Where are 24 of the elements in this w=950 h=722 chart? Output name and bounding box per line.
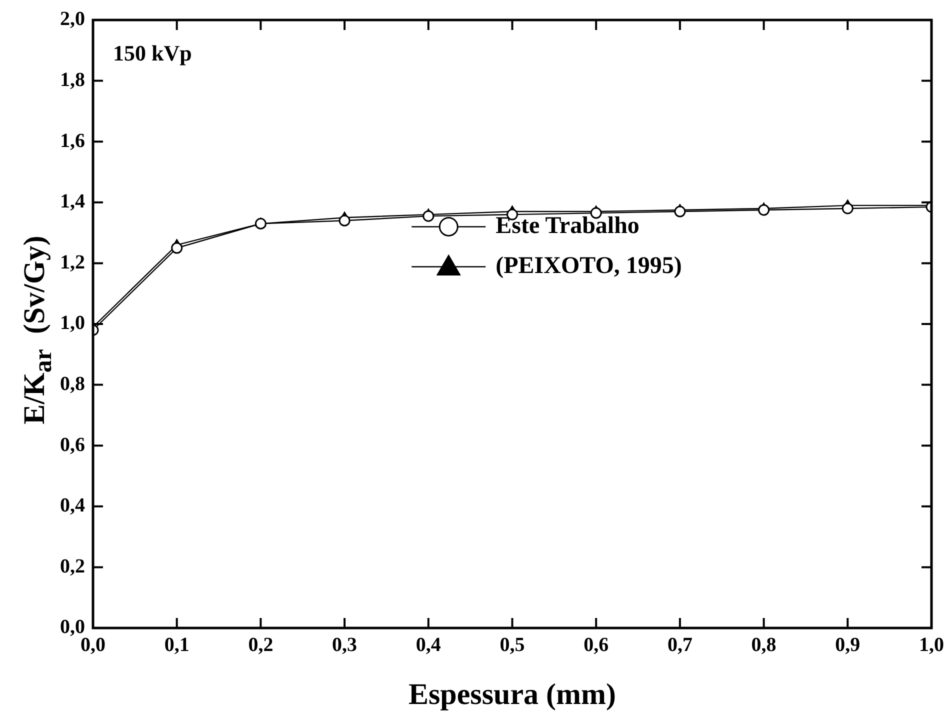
y-tick-label: 1,6 — [60, 130, 85, 152]
y-tick-label: 0,6 — [60, 434, 85, 456]
y-tick-label: 0,4 — [60, 494, 85, 517]
y-tick-label: 0,2 — [60, 555, 85, 578]
y-tick-label: 1,4 — [60, 190, 85, 213]
y-tick-label: 1,8 — [60, 68, 85, 91]
x-tick-label: 0,2 — [248, 634, 274, 656]
y-tick-label: 2,0 — [60, 8, 85, 30]
x-tick-label: 0,4 — [416, 634, 441, 656]
x-tick-label: 1,0 — [919, 634, 944, 656]
y-tick-label: 1,2 — [60, 251, 85, 274]
legend-label: Este Trabalho — [496, 212, 640, 239]
x-tick-label: 0,7 — [667, 634, 692, 656]
y-tick-label: 1,0 — [60, 312, 85, 334]
x-tick-label: 0,9 — [835, 634, 860, 656]
x-tick-label: 0,6 — [584, 634, 609, 656]
x-tick-label: 0,3 — [332, 634, 358, 656]
x-tick-label: 0,5 — [500, 634, 525, 656]
x-tick-label: 0,1 — [164, 634, 190, 656]
legend-label: (PEIXOTO, 1995) — [496, 252, 682, 279]
x-tick-label: 0,8 — [751, 634, 776, 656]
annotation: 150 kVp — [113, 40, 192, 66]
x-axis-title: Espessura (mm) — [408, 678, 616, 711]
y-tick-label: 0,8 — [60, 372, 85, 395]
